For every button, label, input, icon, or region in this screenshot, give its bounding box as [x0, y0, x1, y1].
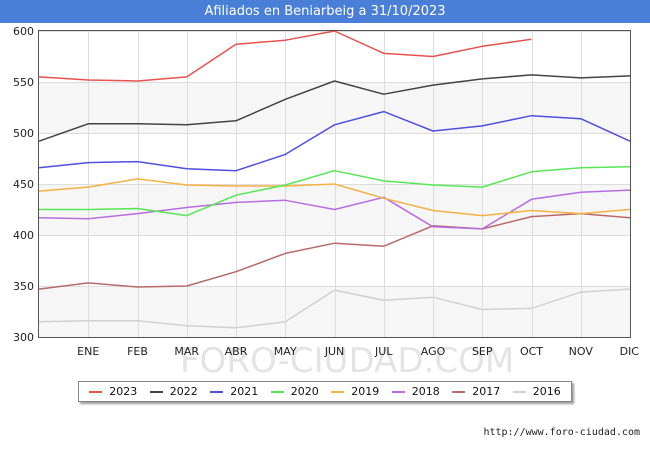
x-tick-label: MAY: [274, 345, 297, 358]
legend-item-2021: 2021: [210, 385, 258, 398]
legend-label: 2021: [230, 385, 259, 398]
watermark: FORO-CIUDAD.COM: [180, 341, 514, 381]
legend-swatch: [89, 390, 103, 393]
series-line-2020: [39, 165, 631, 217]
x-tick-label: OCT: [520, 345, 543, 358]
legend-swatch: [512, 390, 526, 393]
x-tick-label: ABR: [225, 345, 248, 358]
legend-label: 2020: [290, 385, 319, 398]
chart-title: Afiliados en Beniarbeig a 31/10/2023: [0, 0, 650, 23]
legend-item-2022: 2022: [149, 385, 198, 398]
x-tick-label: MAR: [174, 345, 199, 358]
legend-label: 2018: [411, 385, 440, 398]
legend-swatch: [149, 390, 163, 393]
legend-item-2023: 2023: [89, 385, 137, 398]
x-tick-label: JUL: [374, 345, 393, 358]
x-tick-label: ENE: [77, 345, 99, 358]
y-tick-label: 600: [13, 25, 34, 38]
legend: 2023 2022 2021 2020 2019 2018 2017 2016: [78, 381, 572, 402]
series-line-2019: [38, 178, 631, 217]
legend-label: 2022: [169, 385, 198, 398]
series-layer: [38, 30, 631, 329]
legend-item-2018: 2018: [391, 385, 440, 398]
legend-label: 2019: [351, 385, 380, 398]
series-line-2021: [38, 110, 631, 172]
legend-swatch: [210, 390, 224, 393]
y-tick-label: 500: [13, 127, 34, 140]
x-tick-label: AGO: [421, 345, 446, 358]
legend-swatch: [391, 390, 405, 393]
y-tick-label: 450: [13, 178, 34, 191]
legend-label: 2017: [472, 385, 501, 398]
legend-swatch: [452, 390, 466, 393]
series-line-2016: [38, 288, 631, 329]
legend-swatch: [270, 390, 284, 393]
y-tick-label: 400: [13, 229, 34, 242]
x-tick-label: JUN: [324, 345, 345, 358]
x-tick-label: DIC: [620, 345, 640, 358]
y-axis: 300 350 400 450 500 550 600: [13, 25, 34, 344]
legend-item-2020: 2020: [270, 385, 319, 398]
source-link[interactable]: http://www.foro-ciudad.com: [483, 427, 640, 438]
series-line-2022: [38, 74, 631, 142]
x-tick-label: FEB: [127, 345, 148, 358]
y-tick-label: 300: [13, 331, 34, 344]
legend-label: 2016: [532, 385, 561, 398]
legend-label: 2023: [109, 385, 138, 398]
x-tick-label: NOV: [569, 345, 594, 358]
series-line-2018: [38, 189, 631, 230]
legend-swatch: [331, 390, 345, 393]
y-tick-label: 350: [13, 280, 34, 293]
legend-item-2019: 2019: [331, 385, 379, 398]
grid-band: [39, 286, 630, 337]
x-tick-label: SEP: [472, 345, 493, 358]
legend-item-2016: 2016: [512, 385, 561, 398]
x-axis: ENE FEB MAR ABR MAY JUN JUL AGO SEP OCT NOV DIC: [77, 345, 639, 358]
series-line-2023: [38, 30, 532, 82]
legend-item-2017: 2017: [452, 385, 500, 398]
y-tick-label: 550: [13, 76, 34, 89]
series-line-2017: [38, 212, 631, 290]
plot-frame: [38, 30, 631, 338]
